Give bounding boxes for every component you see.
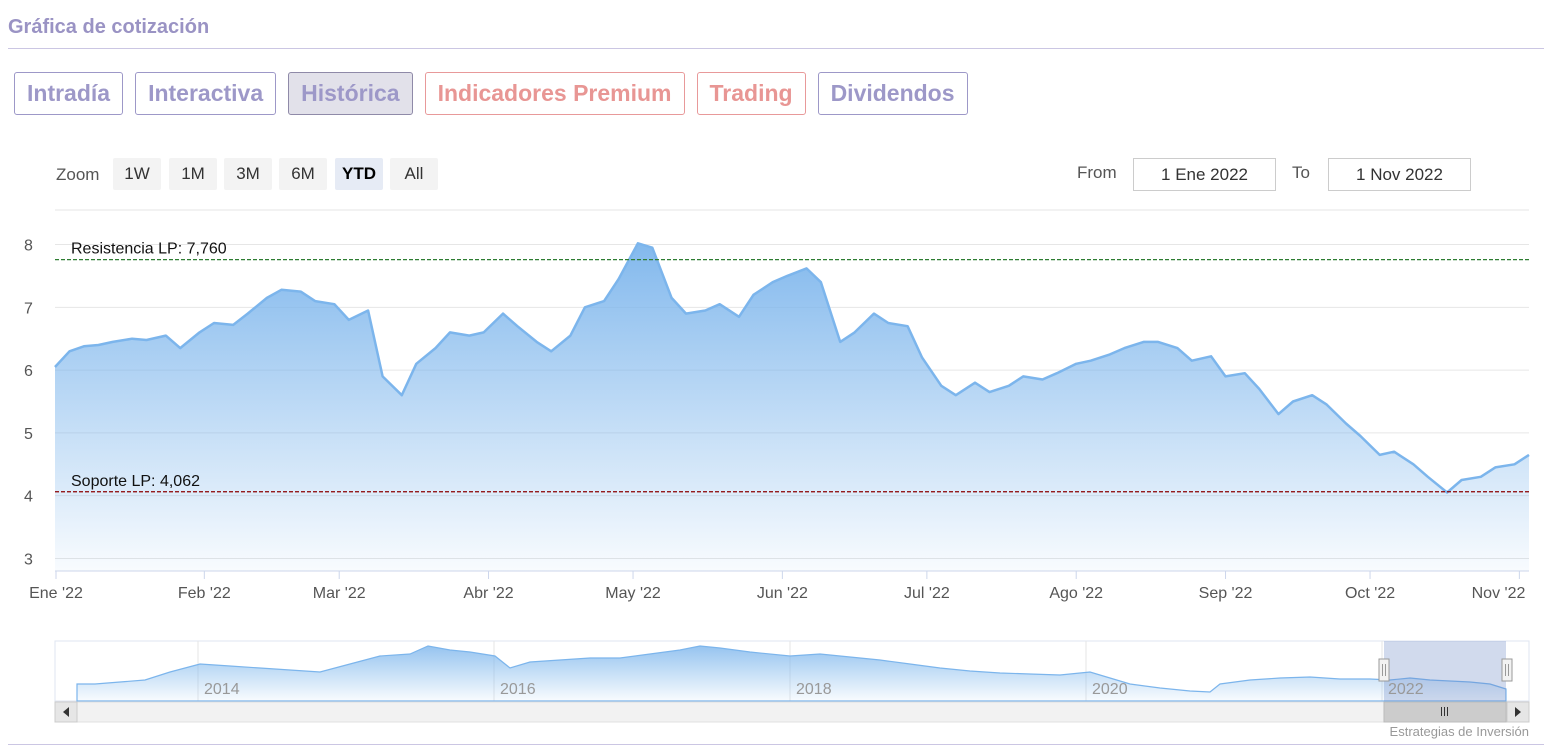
navigator-year-label: 2014 [204,681,240,698]
tab-indicadores-premium[interactable]: Indicadores Premium [424,72,685,115]
y-tick-label: 5 [24,426,33,443]
zoom-6m-button[interactable]: 6M [279,158,327,190]
chart-tabs: Intradía Interactiva Histórica Indicador… [14,72,968,115]
x-tick-label: May '22 [605,585,661,602]
chart-area [54,242,1530,572]
navigator-handle-right[interactable] [1501,658,1513,682]
reference-lines: Resistencia LP: 7,760 Soporte LP: 4,062 [55,241,1529,493]
tab-historica[interactable]: Histórica [288,72,413,115]
scroll-left-arrow-icon [63,707,69,717]
zoom-3m-button[interactable]: 3M [224,158,272,190]
x-tick-label: Jul '22 [904,585,950,602]
x-tick-label: Mar '22 [313,585,366,602]
x-tick-label: Jun '22 [757,585,808,602]
navigator-year-label: 2016 [500,681,536,698]
y-tick-label: 4 [24,489,33,506]
x-tick-label: Ago '22 [1049,585,1103,602]
title-divider [8,48,1544,49]
y-tick-label: 3 [24,551,33,568]
scrollbar-grip-icon [1441,707,1448,716]
scroll-right-arrow-icon [1515,707,1521,717]
y-tick-label: 7 [24,300,33,317]
range-from-label: From [1077,163,1117,182]
resistance-label: Resistencia LP: 7,760 [71,241,227,258]
x-tick-label: Feb '22 [178,585,231,602]
navigator-handle-left[interactable] [1378,658,1390,682]
zoom-label: Zoom [56,165,100,184]
navigator-series [76,645,1507,702]
x-tick-label: Oct '22 [1345,585,1395,602]
zoom-1m-button[interactable]: 1M [169,158,217,190]
y-tick-label: 6 [24,363,33,380]
y-tick-label: 8 [24,238,33,255]
navigator-year-label: 2020 [1092,681,1128,698]
range-to-input[interactable]: 1 Nov 2022 [1328,158,1471,191]
navigator-year-label: 2018 [796,681,832,698]
navigator-selection[interactable] [1384,641,1506,701]
x-axis-labels: Ene '22 Feb '22 Mar '22 Abr '22 May '22 Jun '… [29,571,1525,602]
zoom-1w-button[interactable]: 1W [113,158,161,190]
navigator-year-label: 2022 [1388,681,1424,698]
tab-trading[interactable]: Trading [696,72,806,115]
price-area-fill [55,243,1529,572]
support-label: Soporte LP: 4,062 [71,473,200,490]
bottom-divider [8,744,1544,745]
price-series-line [54,242,1530,494]
x-tick-label: Ene '22 [29,585,83,602]
zoom-all-button[interactable]: All [390,158,438,190]
zoom-ytd-button[interactable]: YTD [335,158,383,190]
navigator-year-labels: 2014 2016 2018 2020 2022 [204,681,1424,698]
range-from-input[interactable]: 1 Ene 2022 [1133,158,1276,191]
range-to-label: To [1292,163,1310,182]
x-tick-label: Abr '22 [463,585,513,602]
tab-intradia[interactable]: Intradía [14,72,124,115]
tab-interactiva[interactable]: Interactiva [135,72,277,115]
navigator: 2014 2016 2018 2020 2022 [54,640,1530,702]
page-title: Gráfica de cotización [8,16,210,38]
chart-credit: Estrategias de Inversión [1389,724,1529,739]
scrollbar[interactable] [54,701,1530,723]
y-axis-labels: 3 4 5 6 7 8 [24,238,33,569]
tab-dividendos[interactable]: Dividendos [817,72,968,115]
x-tick-label: Nov '22 [1472,585,1526,602]
x-tick-label: Sep '22 [1199,585,1253,602]
scrollbar-track[interactable] [54,701,1530,723]
